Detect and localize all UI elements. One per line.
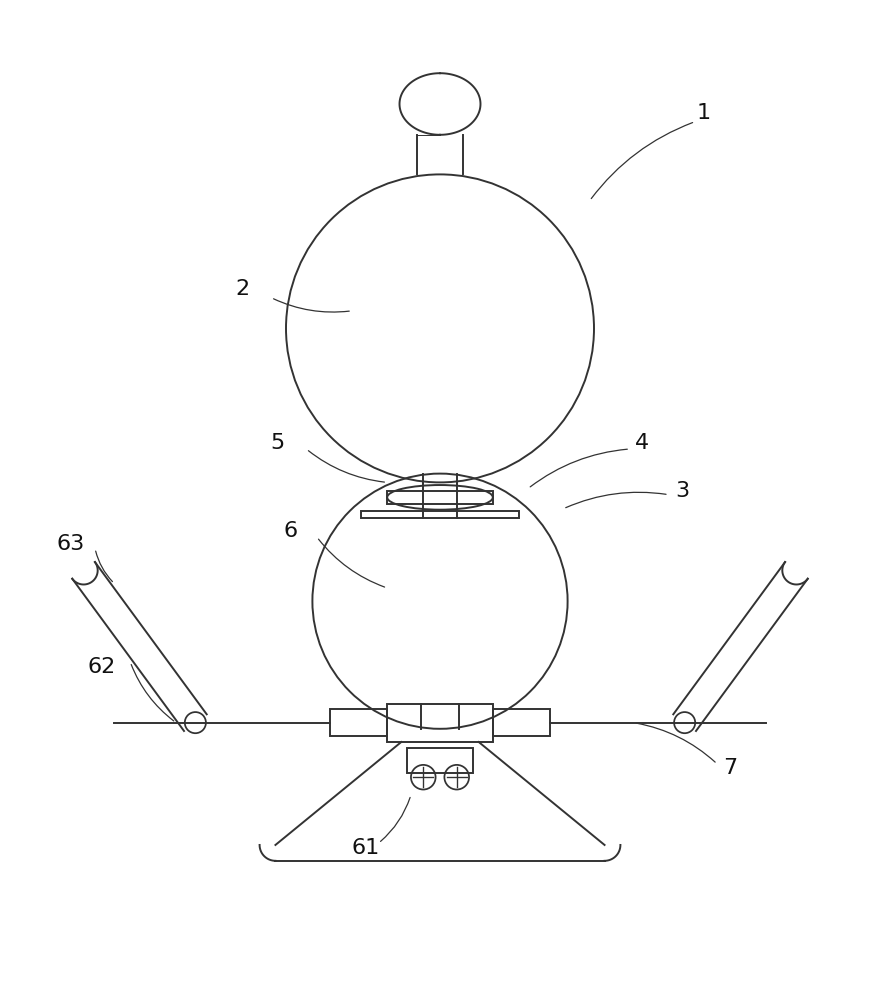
Text: 1: 1 (697, 103, 711, 123)
Bar (493, 709, 550, 736)
Text: 61: 61 (351, 838, 379, 858)
Bar (387, 704, 493, 742)
Text: 7: 7 (723, 758, 737, 778)
Bar (407, 748, 473, 773)
Text: 4: 4 (635, 433, 649, 453)
Text: 63: 63 (56, 534, 84, 554)
Text: 3: 3 (675, 481, 689, 501)
Text: 5: 5 (270, 433, 284, 453)
Bar (330, 709, 387, 736)
Text: 6: 6 (283, 521, 297, 541)
Bar (387, 491, 493, 504)
Bar (361, 511, 519, 518)
Text: 2: 2 (235, 279, 249, 299)
Text: 62: 62 (87, 657, 115, 677)
